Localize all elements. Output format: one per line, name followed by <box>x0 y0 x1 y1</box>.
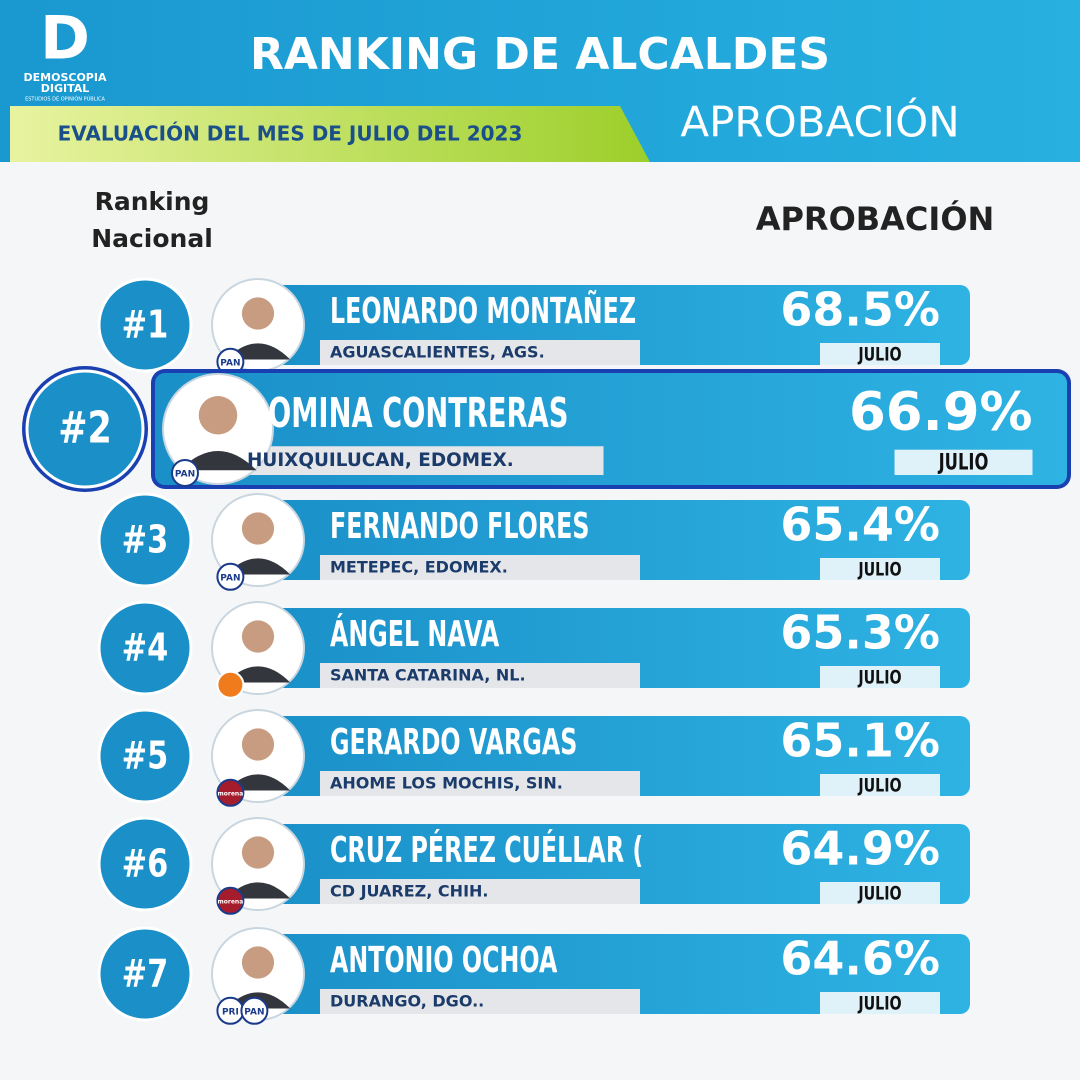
photo-head <box>241 728 275 761</box>
photo-head <box>198 396 238 435</box>
rank-badge <box>97 708 193 804</box>
mayor-location: HUIXQUILUCAN, EDOMEX. <box>247 450 514 471</box>
subtitle: EVALUACIÓN DEL MES DE JULIO DEL 2023 <box>58 122 523 146</box>
approval-month: JULIO <box>857 558 901 581</box>
location-strip <box>320 340 640 365</box>
photo-head <box>241 512 275 545</box>
header-metric: APROBACIÓN <box>680 97 959 147</box>
month-strip <box>894 449 1033 475</box>
ranking-row: #1 PAN LEONARDO MONTAÑEZ AGUASCALIENTES, AG… <box>97 277 970 376</box>
photo-body <box>179 451 257 471</box>
rank-badge <box>97 277 193 373</box>
party-label: PRI <box>222 1007 239 1017</box>
photo-head <box>241 946 275 979</box>
rank: #4 <box>122 626 169 670</box>
rank-badge <box>97 600 193 696</box>
location-strip <box>320 989 640 1014</box>
logo-name: DEMOSCOPIA <box>24 71 107 84</box>
month-strip <box>820 558 940 580</box>
mayor-location: AHOME LOS MOCHIS, SIN. <box>330 774 563 793</box>
location-strip <box>320 879 640 904</box>
ranking-row: #4 ÁNGEL NAVA SANTA CATARINA, NL. 65.3% JULI… <box>97 600 970 699</box>
month-strip <box>820 882 940 904</box>
ranking-row: #3 PAN FERNANDO FLORES METEPEC, EDOMEX. 65.4… <box>97 492 970 591</box>
mayor-location: AGUASCALIENTES, AGS. <box>330 343 545 362</box>
mayor-location: CD JUAREZ, CHIH. <box>330 882 488 901</box>
photo-head <box>241 620 275 653</box>
approval-month: JULIO <box>857 343 901 366</box>
approval-value: 64.6% <box>780 932 940 986</box>
party-label: PAN <box>220 573 240 583</box>
photo-head <box>241 297 275 330</box>
approval-header: APROBACIÓN <box>756 199 995 238</box>
rank-badge <box>97 926 193 1022</box>
location-strip <box>320 663 640 688</box>
rank-badge <box>97 816 193 912</box>
party-logo <box>216 886 245 915</box>
rank-header: Ranking <box>95 187 210 216</box>
location-strip <box>320 555 640 580</box>
rank: #5 <box>122 734 169 778</box>
subtitle-band <box>10 106 650 162</box>
rank: #1 <box>122 303 169 347</box>
approval-value: 65.4% <box>780 498 940 552</box>
location-strip <box>235 446 604 475</box>
mayor-name: ÁNGEL NAVA <box>330 613 500 655</box>
party-label: morena <box>218 790 244 797</box>
mayor-name: ANTONIO OCHOA <box>330 940 558 981</box>
mayor-location: METEPEC, EDOMEX. <box>330 558 508 577</box>
month-strip <box>820 343 940 365</box>
approval-value: 64.9% <box>780 822 940 876</box>
rank-badge <box>25 369 145 489</box>
approval-value: 65.3% <box>780 606 940 660</box>
logo-tagline: ESTUDIOS DE OPINIÓN PÚBLICA <box>25 96 105 103</box>
logo-sub: DIGITAL <box>41 82 90 95</box>
mayor-location: SANTA CATARINA, NL. <box>330 666 526 685</box>
photo-head <box>241 836 275 869</box>
party-label: PAN <box>220 358 240 368</box>
month-strip <box>820 666 940 688</box>
ranking-row: #6 morena CRUZ PÉREZ CUÉLLAR ( CD JUAREZ, C… <box>97 816 970 915</box>
rank: #3 <box>122 518 169 562</box>
rank: #7 <box>122 952 169 996</box>
approval-month: JULIO <box>857 666 901 689</box>
month-strip <box>820 774 940 796</box>
ranking-row: #7 PRI PAN ANTONIO OCHOA DURANGO, DGO.. 64.6%… <box>97 926 970 1025</box>
approval-value: 68.5% <box>780 283 940 337</box>
party-label: PAN <box>175 470 195 480</box>
mayor-name: GERARDO VARGAS <box>330 722 577 763</box>
mayor-name: CRUZ PÉREZ CUÉLLAR ( <box>330 829 643 871</box>
rank: #6 <box>122 842 169 886</box>
mayor-name: ROMINA CONTRERAS <box>247 389 568 437</box>
ranking-row: #5 morena GERARDO VARGAS AHOME LOS MOCHIS, … <box>97 708 970 807</box>
party-label: morena <box>218 898 244 905</box>
mayor-name: FERNANDO FLORES <box>330 506 589 547</box>
ranking-row: #2 PAN ROMINA CONTRERAS HUIXQUILUCAN, EDOME… <box>22 366 1071 492</box>
month-strip <box>820 992 940 1014</box>
party-logo <box>216 562 245 591</box>
approval-month: JULIO <box>857 882 901 905</box>
party-logo <box>240 996 269 1025</box>
party-logo <box>171 459 199 487</box>
approval-month: JULIO <box>857 774 901 797</box>
ranking-list: #1 PAN LEONARDO MONTAÑEZ AGUASCALIENTES, AG… <box>22 277 1071 1025</box>
approval-value: 66.9% <box>849 382 1033 443</box>
mayor-name: LEONARDO MONTAÑEZ <box>330 289 636 333</box>
rank: #2 <box>58 403 112 454</box>
party-logo <box>216 670 245 699</box>
approval-month: JULIO <box>857 992 901 1015</box>
rank-header: Nacional <box>91 224 213 253</box>
party-label: PAN <box>244 1007 264 1017</box>
title: RANKING DE ALCALDES <box>250 29 830 80</box>
mayor-location: DURANGO, DGO.. <box>330 992 484 1011</box>
logo-letter: D <box>40 4 90 74</box>
location-strip <box>320 771 640 796</box>
rank-badge <box>97 492 193 588</box>
approval-month: JULIO <box>937 449 989 475</box>
party-logo <box>216 778 245 807</box>
approval-value: 65.1% <box>780 714 940 768</box>
